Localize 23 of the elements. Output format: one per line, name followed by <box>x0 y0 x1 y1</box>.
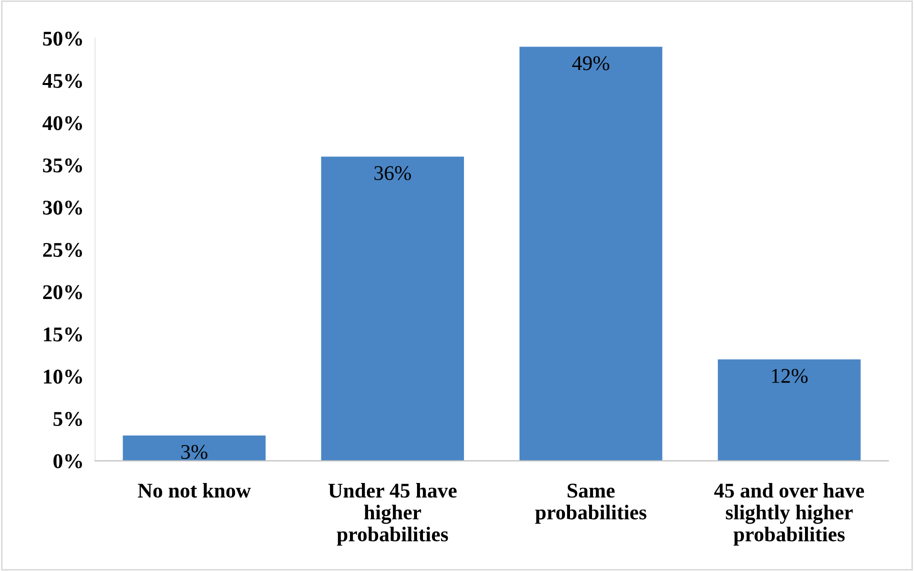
y-tick-label: 15% <box>44 327 82 342</box>
y-tick-label: 40% <box>42 116 82 130</box>
y-tick-label: 50% <box>43 32 82 46</box>
bar <box>122 435 266 461</box>
y-tick-label: 30% <box>43 200 82 215</box>
y-tick-label: 5% <box>54 412 82 426</box>
data-label: 49% <box>572 56 610 70</box>
x-tick-label: Under 45 have higher probabilities <box>328 483 457 546</box>
y-tick-label: 35% <box>43 158 82 173</box>
bar <box>321 156 464 461</box>
y-tick-label: 45% <box>42 74 82 88</box>
bar <box>718 359 861 461</box>
bar <box>520 46 662 461</box>
y-tick-label: 10% <box>44 370 82 384</box>
y-tick-label: 20% <box>43 285 82 300</box>
data-label: 3% <box>181 444 208 460</box>
x-tick-label: 45 and over have slightly higher probabilities <box>714 483 864 546</box>
data-label: 12% <box>772 368 808 383</box>
y-tick-label: 25% <box>43 242 82 258</box>
data-label: 36% <box>374 166 411 180</box>
y-tick-label: 0% <box>53 454 82 468</box>
x-tick-label: Same probabilities <box>535 484 646 524</box>
x-tick-label: No not know <box>138 483 251 498</box>
